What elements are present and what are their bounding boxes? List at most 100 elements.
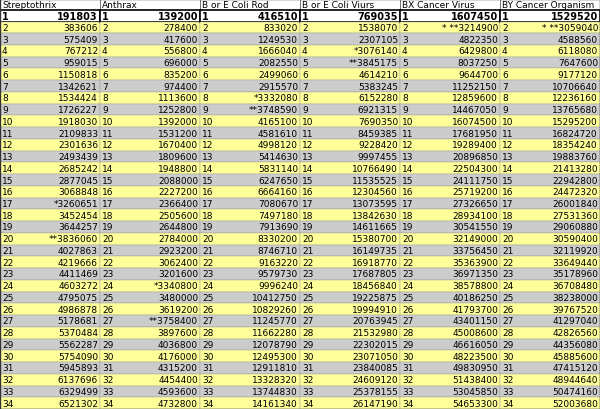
Text: 5414630: 5414630: [258, 153, 298, 162]
Text: 5383245: 5383245: [358, 82, 398, 91]
Text: 575409: 575409: [64, 36, 98, 45]
Text: 1: 1: [202, 12, 209, 22]
Text: 13: 13: [202, 153, 214, 162]
Text: 8: 8: [102, 94, 108, 103]
Bar: [200, 11, 300, 22]
Bar: [500, 315, 600, 327]
Text: 5: 5: [102, 59, 108, 68]
Text: 11: 11: [202, 129, 214, 138]
Bar: [400, 257, 500, 268]
Bar: [0, 339, 100, 351]
Bar: [300, 22, 400, 34]
Text: 26: 26: [502, 305, 514, 314]
Text: 2: 2: [502, 24, 508, 33]
Text: 9: 9: [502, 106, 508, 115]
Text: 34: 34: [402, 399, 413, 408]
Text: 7690350: 7690350: [358, 117, 398, 126]
Text: 11535525: 11535525: [352, 176, 398, 185]
Text: 46616050: 46616050: [452, 340, 498, 349]
Text: 26001840: 26001840: [552, 200, 598, 209]
Bar: [500, 116, 600, 128]
Bar: [100, 233, 200, 245]
Bar: [400, 198, 500, 210]
Bar: [100, 292, 200, 303]
Bar: [300, 116, 400, 128]
Text: 22942800: 22942800: [553, 176, 598, 185]
Bar: [400, 280, 500, 292]
Text: 18: 18: [502, 211, 514, 220]
Text: 11252150: 11252150: [452, 82, 498, 91]
Text: 32: 32: [102, 375, 113, 384]
Text: 4822350: 4822350: [458, 36, 498, 45]
Text: 12304560: 12304560: [352, 188, 398, 197]
Text: 24: 24: [502, 281, 513, 290]
Text: 24: 24: [2, 281, 13, 290]
Text: 16824720: 16824720: [553, 129, 598, 138]
Bar: [200, 93, 300, 104]
Bar: [400, 374, 500, 386]
Text: 28: 28: [202, 328, 214, 337]
Bar: [200, 46, 300, 58]
Bar: [400, 104, 500, 116]
Bar: [500, 46, 600, 58]
Text: 4581610: 4581610: [258, 129, 298, 138]
Text: 10: 10: [302, 117, 314, 126]
Text: 10412750: 10412750: [252, 293, 298, 302]
Text: 416510: 416510: [257, 12, 298, 22]
Bar: [400, 245, 500, 257]
Text: 34: 34: [202, 399, 214, 408]
Text: 11: 11: [102, 129, 113, 138]
Text: 2109833: 2109833: [58, 129, 98, 138]
Text: 20: 20: [402, 235, 413, 244]
Text: 33: 33: [2, 387, 14, 396]
Bar: [0, 292, 100, 303]
Text: 20: 20: [2, 235, 13, 244]
Text: 18: 18: [102, 211, 113, 220]
Bar: [400, 81, 500, 93]
Bar: [0, 210, 100, 222]
Text: 7: 7: [402, 82, 408, 91]
Bar: [300, 81, 400, 93]
Bar: [300, 362, 400, 374]
Bar: [300, 315, 400, 327]
Bar: [0, 280, 100, 292]
Text: 8: 8: [402, 94, 408, 103]
Text: 2685242: 2685242: [58, 164, 98, 173]
Text: 15: 15: [102, 176, 113, 185]
Bar: [200, 163, 300, 175]
Text: 1: 1: [2, 12, 9, 22]
Text: 26: 26: [2, 305, 13, 314]
Text: 4614210: 4614210: [358, 71, 398, 80]
Text: 16: 16: [2, 188, 14, 197]
Text: 21: 21: [402, 246, 413, 255]
Bar: [200, 187, 300, 198]
Text: 9996240: 9996240: [258, 281, 298, 290]
Text: 45885600: 45885600: [552, 352, 598, 361]
Text: 6: 6: [2, 71, 8, 80]
Text: 33: 33: [202, 387, 214, 396]
Text: 3: 3: [402, 36, 408, 45]
Bar: [200, 116, 300, 128]
Text: 3: 3: [202, 36, 208, 45]
Text: 24472320: 24472320: [553, 188, 598, 197]
Bar: [0, 303, 100, 315]
Text: 28: 28: [302, 328, 313, 337]
Text: 35363900: 35363900: [452, 258, 498, 267]
Bar: [300, 222, 400, 233]
Bar: [300, 268, 400, 280]
Text: 22504300: 22504300: [452, 164, 498, 173]
Text: 8: 8: [302, 94, 308, 103]
Bar: [0, 93, 100, 104]
Text: 14: 14: [302, 164, 313, 173]
Text: 7: 7: [502, 82, 508, 91]
Text: 2915570: 2915570: [258, 82, 298, 91]
Text: 1252800: 1252800: [158, 106, 198, 115]
Bar: [0, 198, 100, 210]
Bar: [500, 11, 600, 22]
Text: 14: 14: [502, 164, 514, 173]
Text: 3452454: 3452454: [58, 211, 98, 220]
Text: 1726227: 1726227: [58, 106, 98, 115]
Bar: [0, 351, 100, 362]
Text: 4603272: 4603272: [58, 281, 98, 290]
Bar: [500, 187, 600, 198]
